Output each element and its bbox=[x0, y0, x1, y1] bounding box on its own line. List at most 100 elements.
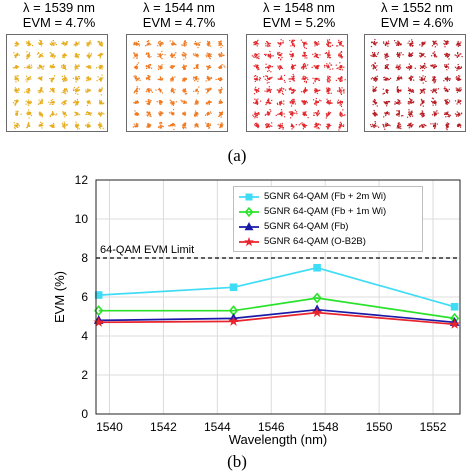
constellation-cluster bbox=[85, 111, 93, 116]
y-tick-label: 8 bbox=[81, 251, 88, 265]
legend-swatch bbox=[239, 206, 259, 217]
constellation-cluster bbox=[372, 109, 378, 117]
constellation-cluster bbox=[145, 75, 151, 81]
constellation-cluster bbox=[431, 40, 438, 48]
constellation-cluster bbox=[182, 111, 187, 116]
panel-wavelength-label: λ = 1544 nm bbox=[143, 0, 215, 15]
constellation-cluster bbox=[14, 87, 20, 94]
constellation-cluster bbox=[193, 64, 199, 70]
legend-marker bbox=[244, 221, 254, 230]
axis-ticks: 1540 1542 1544 1546 1548 1550 1552 0 2 4 6 8 10 12 bbox=[75, 173, 447, 434]
constellation-cluster bbox=[26, 51, 31, 60]
constellation-cluster bbox=[38, 111, 43, 118]
constellation-cluster bbox=[155, 87, 164, 94]
constellation-cluster bbox=[181, 52, 187, 60]
y-tick-label: 4 bbox=[81, 329, 88, 343]
constellation-cluster bbox=[277, 74, 286, 83]
constellation-cluster bbox=[193, 41, 201, 49]
constellation-cluster bbox=[277, 122, 284, 130]
constellation-cluster bbox=[253, 64, 260, 71]
constellation-cluster bbox=[205, 52, 212, 60]
constellation-cluster bbox=[206, 40, 211, 47]
constellation-panel-4: λ = 1552 nm EVM = 4.6% bbox=[358, 0, 474, 140]
constellation-cluster bbox=[405, 63, 416, 71]
constellation-cluster bbox=[252, 111, 260, 119]
constellation-cluster bbox=[204, 111, 212, 116]
constellation-cluster bbox=[456, 123, 462, 128]
constellation-cluster bbox=[408, 75, 415, 81]
constellation-cluster bbox=[443, 86, 450, 93]
constellation-cluster bbox=[276, 100, 285, 106]
constellation-cluster bbox=[62, 53, 67, 59]
x-tick-label: 1546 bbox=[258, 420, 285, 434]
constellation-cluster bbox=[192, 76, 200, 82]
legend-label: 5GNR 64-QAM (Fb + 2m Wi) bbox=[264, 191, 387, 202]
y-axis-label: EVM (%) bbox=[52, 271, 67, 323]
legend-swatch bbox=[239, 221, 259, 230]
constellation-cluster bbox=[49, 63, 56, 69]
constellation-cluster bbox=[61, 41, 69, 47]
constellation-cluster bbox=[275, 109, 286, 118]
constellation-cluster bbox=[169, 40, 177, 46]
legend-item: 5GNR 64-QAM (Fb + 2m Wi) bbox=[238, 189, 418, 204]
constellation-cluster bbox=[12, 99, 19, 106]
constellation-cluster bbox=[193, 86, 200, 95]
constellation-cluster bbox=[97, 52, 104, 59]
constellation-cluster bbox=[169, 99, 177, 106]
constellation-cluster bbox=[218, 111, 224, 118]
y-tick-label: 0 bbox=[81, 407, 88, 421]
data-point bbox=[228, 315, 239, 326]
constellation-cluster bbox=[49, 87, 55, 93]
constellation-cluster bbox=[370, 121, 380, 129]
constellation-cluster bbox=[326, 39, 334, 48]
constellation-cluster bbox=[205, 87, 212, 94]
constellation-cluster bbox=[145, 88, 153, 93]
constellation-cluster bbox=[157, 50, 166, 60]
constellation-cluster bbox=[396, 122, 402, 130]
constellation-cluster bbox=[443, 76, 451, 82]
constellation-cluster bbox=[193, 110, 199, 117]
constellation-cluster bbox=[205, 100, 212, 105]
panel-evm-label: EVM = 4.6% bbox=[380, 15, 454, 30]
constellation-cluster bbox=[25, 75, 32, 83]
constellation-cluster bbox=[192, 53, 199, 58]
constellation-cluster bbox=[312, 52, 321, 59]
constellation-cluster bbox=[95, 64, 104, 70]
constellation-cluster bbox=[339, 109, 346, 118]
series-line bbox=[98, 297, 455, 320]
constellation-cluster bbox=[218, 52, 225, 58]
constellation-cluster bbox=[311, 64, 320, 70]
evm-limit-label: 64-QAM EVM Limit bbox=[100, 244, 194, 256]
constellation-cluster bbox=[455, 75, 462, 81]
constellation-cluster bbox=[132, 122, 139, 128]
constellation-cluster bbox=[134, 110, 140, 116]
constellation-cluster bbox=[302, 51, 308, 59]
constellation-cluster bbox=[454, 63, 463, 71]
constellation-cluster bbox=[180, 99, 188, 105]
constellation-cluster bbox=[264, 86, 272, 94]
constellation-cluster bbox=[326, 87, 332, 95]
constellation-cluster bbox=[133, 52, 139, 60]
constellation-cluster bbox=[419, 88, 426, 94]
constellation-cluster bbox=[338, 50, 343, 59]
series-group bbox=[93, 307, 460, 329]
constellation-cluster bbox=[300, 87, 308, 94]
constellation-panel-2: λ = 1544 nm EVM = 4.7% bbox=[120, 0, 238, 140]
constellation-cluster bbox=[288, 73, 295, 83]
constellation-cluster bbox=[382, 40, 390, 47]
constellation-cluster bbox=[301, 100, 308, 105]
constellation-cluster bbox=[420, 98, 425, 107]
constellation-cluster bbox=[133, 40, 140, 47]
panel-wavelength-label: λ = 1548 nm bbox=[263, 0, 335, 15]
legend-swatch bbox=[239, 193, 259, 200]
constellation-panel-3: λ = 1548 nm EVM = 5.2% bbox=[240, 0, 358, 140]
constellation-cluster bbox=[445, 122, 450, 131]
constellation-cluster bbox=[146, 111, 152, 118]
constellation-cluster bbox=[407, 109, 414, 118]
constellation-cluster bbox=[15, 110, 22, 116]
constellation-cluster bbox=[98, 99, 105, 105]
constellation-cluster bbox=[49, 111, 58, 118]
y-tick-label: 2 bbox=[81, 368, 88, 382]
constellation-cluster bbox=[326, 75, 331, 83]
constellation-cluster bbox=[253, 39, 259, 47]
